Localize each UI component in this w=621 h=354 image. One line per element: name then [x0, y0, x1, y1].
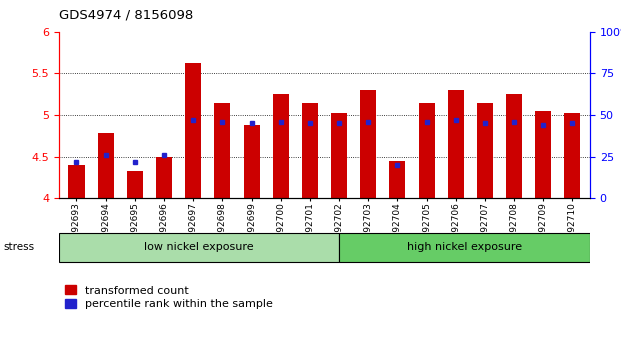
Bar — [389, 161, 406, 198]
Bar — [564, 113, 581, 198]
Bar — [419, 103, 435, 198]
Legend: transformed count, percentile rank within the sample: transformed count, percentile rank withi… — [65, 285, 273, 309]
Bar — [448, 90, 464, 198]
Text: GDS4974 / 8156098: GDS4974 / 8156098 — [59, 9, 193, 22]
Bar — [477, 103, 493, 198]
Bar — [331, 113, 347, 198]
Bar — [339, 234, 590, 262]
Bar — [127, 171, 143, 198]
Text: low nickel exposure: low nickel exposure — [144, 242, 254, 252]
Bar — [243, 125, 260, 198]
Bar — [97, 133, 114, 198]
Bar — [68, 165, 84, 198]
Bar — [185, 63, 201, 198]
Bar — [360, 90, 376, 198]
Bar — [156, 156, 172, 198]
Bar — [302, 103, 318, 198]
Text: high nickel exposure: high nickel exposure — [407, 242, 522, 252]
Bar — [506, 94, 522, 198]
Bar — [59, 234, 339, 262]
Bar — [535, 111, 551, 198]
Bar — [214, 103, 230, 198]
Text: stress: stress — [3, 242, 34, 252]
Bar — [273, 94, 289, 198]
